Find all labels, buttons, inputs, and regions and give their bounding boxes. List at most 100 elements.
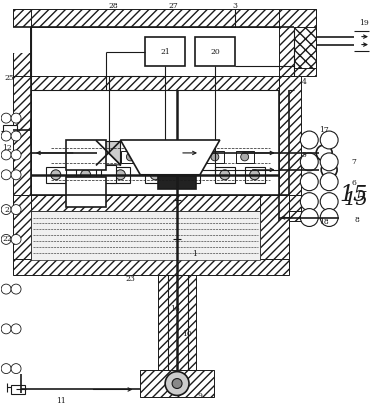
Polygon shape <box>97 141 120 165</box>
Circle shape <box>320 173 338 191</box>
Circle shape <box>1 363 11 374</box>
Text: 21: 21 <box>160 48 170 55</box>
Circle shape <box>115 170 125 180</box>
Bar <box>280 77 301 221</box>
Bar <box>13 195 31 274</box>
Circle shape <box>11 150 21 160</box>
Text: 5: 5 <box>302 151 307 159</box>
Circle shape <box>300 153 318 171</box>
Polygon shape <box>97 141 120 165</box>
Circle shape <box>1 284 11 294</box>
Text: 28: 28 <box>108 2 118 10</box>
Bar <box>158 163 196 189</box>
Bar <box>100 165 117 183</box>
Circle shape <box>165 372 189 396</box>
Circle shape <box>97 153 105 161</box>
Text: 20: 20 <box>210 48 220 55</box>
Circle shape <box>11 170 21 180</box>
Circle shape <box>300 193 318 210</box>
Circle shape <box>1 150 11 160</box>
Bar <box>158 275 196 370</box>
Text: 6: 6 <box>351 179 356 187</box>
Circle shape <box>11 234 21 244</box>
Text: 8: 8 <box>354 216 359 223</box>
Bar <box>245 167 265 183</box>
Circle shape <box>11 324 21 334</box>
Circle shape <box>11 113 21 123</box>
Circle shape <box>81 170 91 180</box>
Bar <box>13 9 316 27</box>
Polygon shape <box>120 140 220 175</box>
Circle shape <box>211 153 219 161</box>
Circle shape <box>11 205 21 214</box>
Bar <box>76 167 96 183</box>
Bar <box>280 9 316 77</box>
Text: 2: 2 <box>5 206 10 214</box>
Circle shape <box>172 379 182 389</box>
Circle shape <box>126 153 134 161</box>
Circle shape <box>250 170 260 180</box>
Bar <box>13 9 31 203</box>
Text: 25: 25 <box>4 74 14 82</box>
Bar <box>236 151 254 163</box>
Bar <box>66 177 105 207</box>
Circle shape <box>320 153 338 171</box>
Bar <box>11 385 25 394</box>
Circle shape <box>316 145 332 161</box>
Text: 17: 17 <box>319 126 329 134</box>
Text: 9: 9 <box>197 392 202 400</box>
Text: 19: 19 <box>359 19 369 27</box>
Text: 10: 10 <box>182 330 192 338</box>
Circle shape <box>1 234 11 244</box>
Circle shape <box>300 208 318 226</box>
Circle shape <box>51 170 61 180</box>
Text: 22: 22 <box>2 235 12 243</box>
Bar <box>13 195 301 210</box>
Bar <box>140 370 214 397</box>
Text: 18: 18 <box>319 217 329 225</box>
Circle shape <box>1 113 11 123</box>
Text: 15: 15 <box>344 190 368 209</box>
Bar <box>13 27 31 77</box>
Bar <box>31 210 260 260</box>
Text: 15: 15 <box>340 184 368 206</box>
Circle shape <box>1 205 11 214</box>
Bar <box>31 77 280 90</box>
Circle shape <box>150 170 160 180</box>
Bar <box>215 167 235 183</box>
Bar <box>295 27 316 68</box>
Circle shape <box>1 170 11 180</box>
Bar <box>13 27 31 53</box>
Bar <box>46 167 66 183</box>
Bar <box>121 151 139 163</box>
Circle shape <box>1 324 11 334</box>
Circle shape <box>220 170 230 180</box>
Bar <box>145 167 165 183</box>
Circle shape <box>300 173 318 191</box>
Bar <box>92 151 110 163</box>
Circle shape <box>321 162 337 178</box>
Text: 12: 12 <box>2 144 12 152</box>
Circle shape <box>1 131 11 141</box>
Circle shape <box>241 153 249 161</box>
Circle shape <box>320 208 338 226</box>
Text: 4: 4 <box>302 79 307 86</box>
Text: 1: 1 <box>193 250 197 258</box>
Bar <box>180 167 200 183</box>
Text: 16: 16 <box>170 305 180 313</box>
Text: 7: 7 <box>351 158 356 166</box>
Text: 27: 27 <box>168 2 178 10</box>
Bar <box>66 140 105 170</box>
Bar <box>145 37 185 66</box>
Circle shape <box>185 170 195 180</box>
Bar <box>3 125 17 137</box>
Bar <box>260 195 290 274</box>
Circle shape <box>320 193 338 210</box>
Text: 3: 3 <box>232 2 237 10</box>
Text: 23: 23 <box>125 275 135 283</box>
Bar <box>13 259 290 275</box>
Bar <box>206 151 224 163</box>
Circle shape <box>11 131 21 141</box>
Circle shape <box>11 284 21 294</box>
Bar <box>195 37 235 66</box>
